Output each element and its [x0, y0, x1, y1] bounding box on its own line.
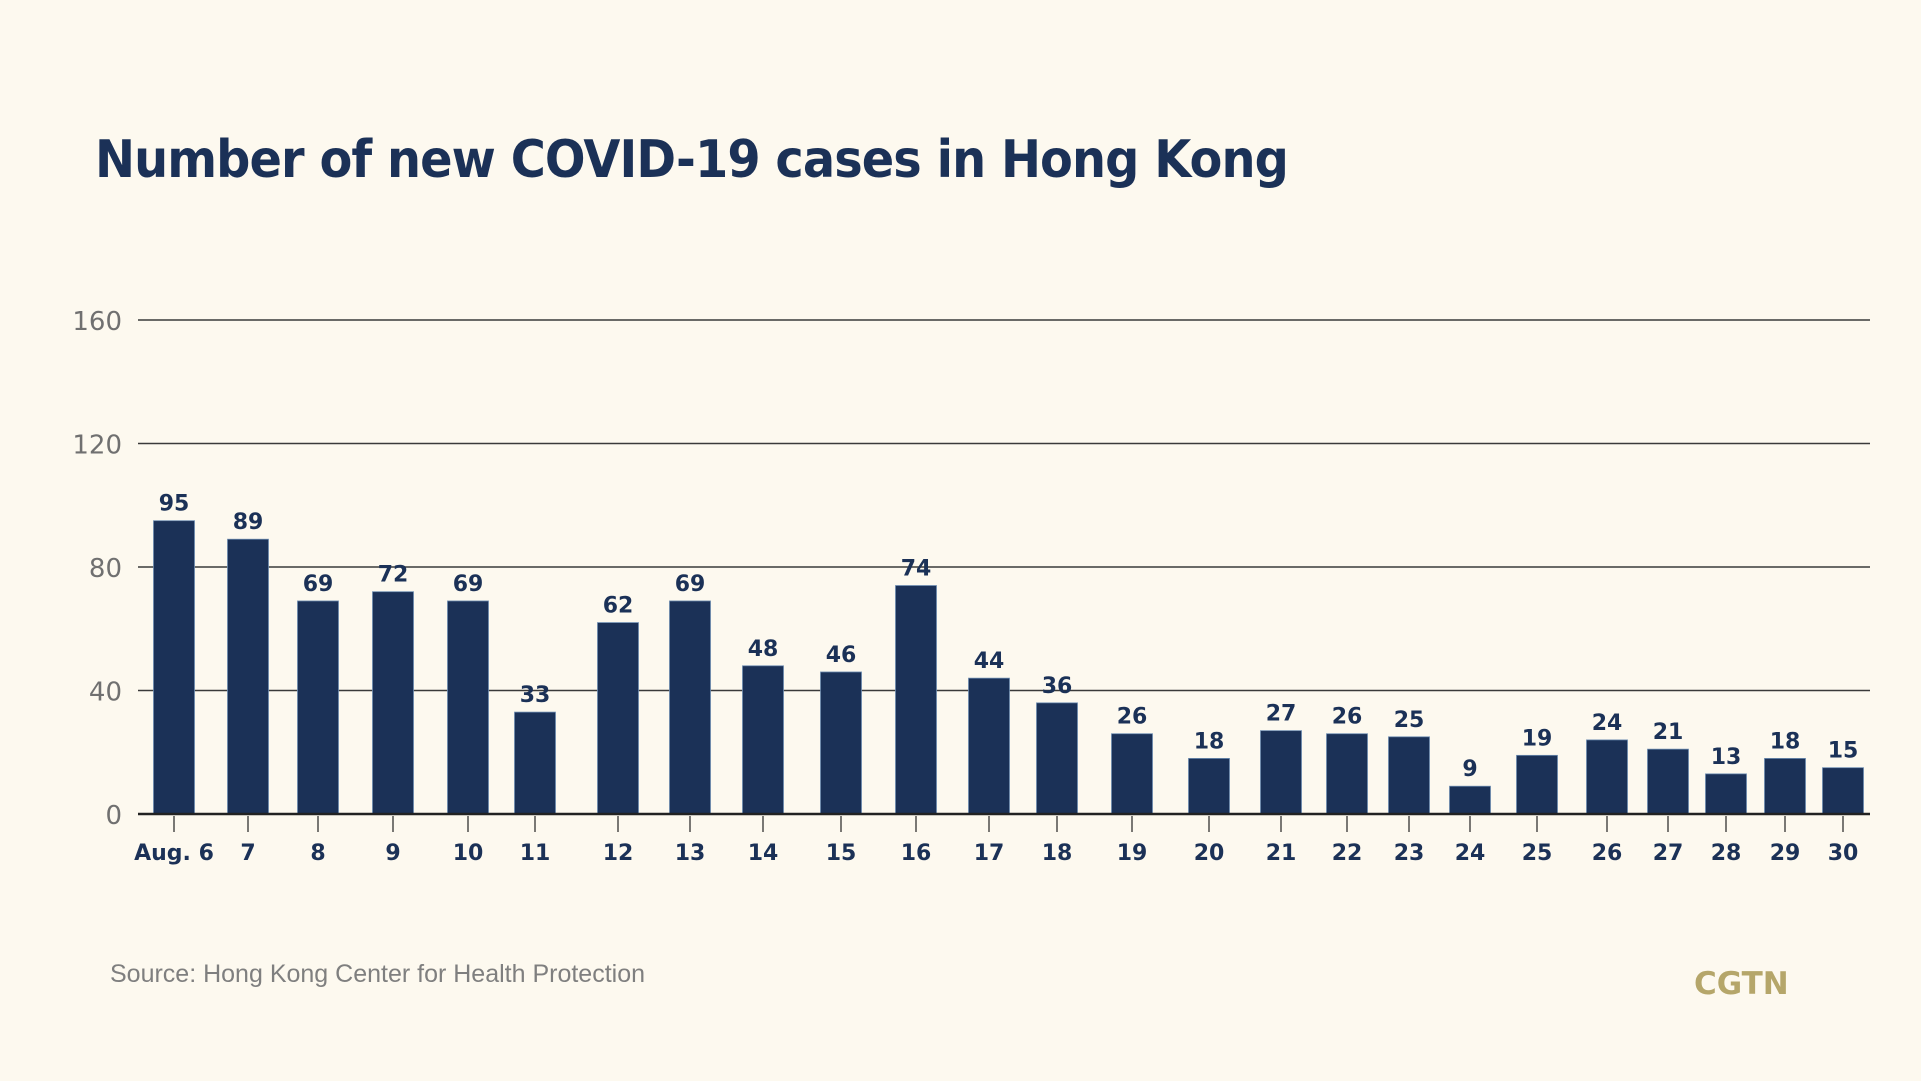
data-label: 27 [1266, 702, 1297, 727]
data-label: 15 [1828, 739, 1859, 764]
data-label: 46 [826, 643, 857, 668]
bar [1516, 754, 1558, 815]
bar [1705, 773, 1747, 815]
y-tick-label: 0 [105, 801, 122, 831]
bar [820, 671, 862, 815]
data-label: 74 [901, 557, 932, 582]
x-tick-label: 23 [1394, 841, 1425, 866]
x-tick-label: Aug. 6 [134, 841, 214, 866]
bar [1260, 730, 1302, 815]
data-label: 62 [603, 594, 634, 619]
bar [1586, 739, 1628, 815]
y-tick-label: 80 [89, 554, 122, 584]
data-label: 26 [1332, 705, 1363, 730]
y-tick-label: 120 [72, 431, 122, 461]
bar [447, 600, 489, 815]
bar [514, 711, 556, 815]
x-tick-label: 27 [1653, 841, 1684, 866]
x-tick-label: 28 [1711, 841, 1742, 866]
data-label: 13 [1711, 745, 1742, 770]
x-tick-label: 12 [603, 841, 634, 866]
x-tick-label: 8 [310, 841, 325, 866]
bar [1326, 733, 1368, 815]
bar [1388, 736, 1430, 815]
y-tick-label: 40 [89, 678, 122, 708]
x-tick-label: 17 [974, 841, 1005, 866]
data-label: 18 [1194, 729, 1225, 754]
data-label: 18 [1770, 729, 1801, 754]
x-tick-label: 19 [1117, 841, 1148, 866]
bar [297, 600, 339, 815]
source-note: Source: Hong Kong Center for Health Prot… [110, 960, 646, 988]
bar [372, 591, 414, 815]
data-label: 72 [378, 563, 409, 588]
bar [1449, 785, 1491, 815]
x-tick-label: 25 [1522, 841, 1553, 866]
x-tick-label: 16 [901, 841, 932, 866]
bars [153, 520, 1864, 815]
x-tick-label: 21 [1266, 841, 1297, 866]
x-tick-label: 29 [1770, 841, 1801, 866]
y-tick-label: 160 [72, 307, 122, 337]
x-tick-label: 11 [520, 841, 551, 866]
x-tick-label: 14 [748, 841, 779, 866]
x-tick-label: 9 [385, 841, 400, 866]
x-tick-label: 24 [1455, 841, 1486, 866]
bar [153, 520, 195, 815]
x-tick-label: 15 [826, 841, 857, 866]
data-label: 89 [233, 510, 264, 535]
bar [1036, 702, 1078, 815]
x-tick-label: 20 [1194, 841, 1225, 866]
data-label: 36 [1042, 674, 1073, 699]
data-label: 69 [675, 572, 706, 597]
bar [669, 600, 711, 815]
bar [1188, 758, 1230, 815]
bar [1647, 748, 1689, 815]
data-label: 9 [1462, 757, 1477, 782]
data-label: 19 [1522, 726, 1553, 751]
data-label: 26 [1117, 705, 1148, 730]
x-tick-label: 22 [1332, 841, 1363, 866]
x-tick-label: 18 [1042, 841, 1073, 866]
data-labels: 95 89 69 72 69 33 62 69 48 46 74 44 36 26 18 27 26 25 9 19 2… [159, 492, 1859, 783]
x-tick-label: 10 [453, 841, 484, 866]
bar [742, 665, 784, 815]
x-tick-label: 26 [1592, 841, 1623, 866]
data-label: 95 [159, 492, 190, 517]
bar [1822, 767, 1864, 815]
chart-title: Number of new COVID-19 cases in Hong Kon… [95, 130, 1289, 190]
bar [895, 585, 937, 815]
data-label: 25 [1394, 708, 1425, 733]
data-label: 44 [974, 649, 1005, 674]
y-axis-ticks: 0 40 80 120 160 [72, 307, 122, 831]
bar [597, 622, 639, 815]
data-label: 69 [303, 572, 334, 597]
data-label: 69 [453, 572, 484, 597]
x-tick-label: 30 [1828, 841, 1859, 866]
bar [1764, 758, 1806, 815]
x-tick-label: 13 [675, 841, 706, 866]
x-tick-label: 7 [240, 841, 255, 866]
bar [968, 677, 1010, 815]
bar [227, 538, 269, 815]
data-label: 21 [1653, 720, 1684, 745]
gridlines [138, 319, 1870, 692]
data-label: 24 [1592, 711, 1623, 736]
data-label: 48 [748, 637, 779, 662]
cgtn-logo: CGTN [1694, 966, 1789, 1002]
bar [1111, 733, 1153, 815]
x-axis: Aug. 6 7 8 9 10 11 12 13 14 15 16 17 18 19 20 21 22 23 24 2… [134, 812, 1870, 866]
data-label: 33 [520, 683, 551, 708]
